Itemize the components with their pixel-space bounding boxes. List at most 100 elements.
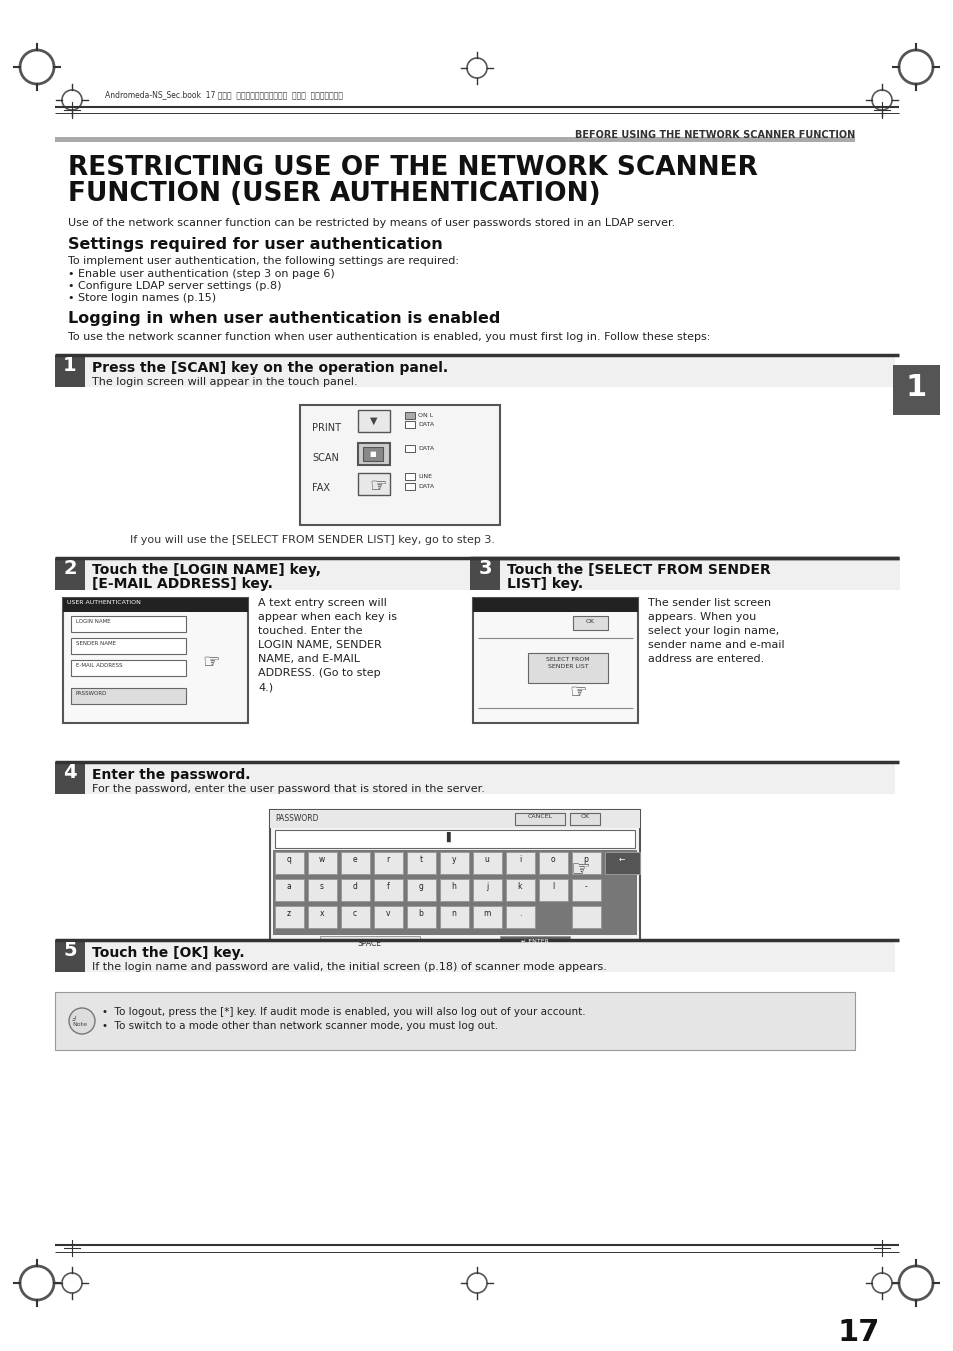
Bar xyxy=(55,558,85,590)
Text: j: j xyxy=(485,882,488,892)
Text: E-MAIL ADDRESS: E-MAIL ADDRESS xyxy=(76,663,122,667)
Bar xyxy=(505,852,535,874)
Text: LOGIN NAME: LOGIN NAME xyxy=(76,619,111,624)
Text: f: f xyxy=(386,882,389,892)
Bar xyxy=(604,852,639,874)
Bar xyxy=(340,907,370,928)
Bar xyxy=(473,852,501,874)
Text: ADDRESS. (Go to step: ADDRESS. (Go to step xyxy=(257,667,380,678)
Text: RESTRICTING USE OF THE NETWORK SCANNER: RESTRICTING USE OF THE NETWORK SCANNER xyxy=(68,155,757,181)
Bar xyxy=(55,355,85,386)
Bar xyxy=(505,880,535,901)
Text: Note: Note xyxy=(71,1021,87,1027)
Bar xyxy=(572,907,600,928)
Text: LINE: LINE xyxy=(417,474,432,480)
Text: PRINT: PRINT xyxy=(312,423,340,434)
Bar xyxy=(85,940,894,971)
Bar xyxy=(405,473,415,480)
Text: ↵ ENTER: ↵ ENTER xyxy=(520,939,548,944)
Bar xyxy=(439,880,469,901)
Text: l: l xyxy=(551,882,554,892)
Text: A text entry screen will: A text entry screen will xyxy=(257,598,387,608)
Bar xyxy=(515,813,564,825)
Text: • Configure LDAP server settings (p.8): • Configure LDAP server settings (p.8) xyxy=(68,281,281,290)
Text: sender name and e-mail: sender name and e-mail xyxy=(647,640,783,650)
Bar xyxy=(71,638,186,654)
Bar xyxy=(340,880,370,901)
Text: z: z xyxy=(287,909,291,917)
Bar xyxy=(374,907,402,928)
Text: To use the network scanner function when user authentication is enabled, you mus: To use the network scanner function when… xyxy=(68,332,710,342)
Bar xyxy=(407,880,436,901)
Bar xyxy=(85,355,894,386)
Bar xyxy=(71,616,186,632)
Text: q: q xyxy=(286,855,291,865)
Text: appears. When you: appears. When you xyxy=(647,612,756,621)
Text: DATA: DATA xyxy=(417,484,434,489)
Text: 3: 3 xyxy=(477,559,491,578)
Bar xyxy=(505,907,535,928)
Text: d: d xyxy=(353,882,357,892)
Text: If you will use the [SELECT FROM SENDER LIST] key, go to step 3.: If you will use the [SELECT FROM SENDER … xyxy=(130,535,495,544)
Text: The login screen will appear in the touch panel.: The login screen will appear in the touc… xyxy=(91,377,357,386)
Text: [E-MAIL ADDRESS] key.: [E-MAIL ADDRESS] key. xyxy=(91,577,273,590)
Bar xyxy=(63,598,248,612)
Bar xyxy=(71,661,186,676)
Text: c: c xyxy=(353,909,356,917)
Bar xyxy=(55,940,85,971)
Text: Press the [SCAN] key on the operation panel.: Press the [SCAN] key on the operation pa… xyxy=(91,361,448,376)
Text: touched. Enter the: touched. Enter the xyxy=(257,626,362,636)
Text: DATA: DATA xyxy=(417,422,434,427)
Bar xyxy=(538,852,567,874)
Bar xyxy=(273,850,637,935)
Text: t: t xyxy=(419,855,422,865)
Text: To implement user authentication, the following settings are required:: To implement user authentication, the fo… xyxy=(68,255,458,266)
Text: FUNCTION (USER AUTHENTICATION): FUNCTION (USER AUTHENTICATION) xyxy=(68,181,600,207)
Text: ☞: ☞ xyxy=(569,861,589,880)
Text: Logging in when user authentication is enabled: Logging in when user authentication is e… xyxy=(68,311,500,326)
Bar xyxy=(569,813,599,825)
Text: w: w xyxy=(318,855,325,865)
Text: Andromeda-NS_Sec.book  17 ページ  ２００６年１１月２７日  月曜日  午後５時１０分: Andromeda-NS_Sec.book 17 ページ ２００６年１１月２７日… xyxy=(105,91,343,99)
Text: •  To logout, press the [*] key. If audit mode is enabled, you will also log out: • To logout, press the [*] key. If audit… xyxy=(102,1006,585,1017)
Text: .: . xyxy=(518,909,520,917)
Text: 4.): 4.) xyxy=(257,682,273,692)
Bar xyxy=(439,907,469,928)
Text: ON L: ON L xyxy=(417,413,433,417)
Text: ▌: ▌ xyxy=(446,832,454,842)
Text: appear when each key is: appear when each key is xyxy=(257,612,396,621)
Text: • Enable user authentication (step 3 on page 6): • Enable user authentication (step 3 on … xyxy=(68,269,335,280)
Text: Ⅎ: Ⅎ xyxy=(71,1016,76,1021)
Bar xyxy=(357,443,390,465)
Bar xyxy=(274,907,304,928)
Text: 5: 5 xyxy=(63,942,77,961)
Bar xyxy=(439,852,469,874)
Text: 1: 1 xyxy=(63,357,77,376)
Text: •  To switch to a mode other than network scanner mode, you must log out.: • To switch to a mode other than network… xyxy=(102,1021,497,1031)
Text: k: k xyxy=(517,882,521,892)
Bar xyxy=(85,558,470,590)
Text: ☞: ☞ xyxy=(369,477,386,496)
Text: For the password, enter the user password that is stored in the server.: For the password, enter the user passwor… xyxy=(91,784,484,794)
Text: n: n xyxy=(451,909,456,917)
Bar xyxy=(55,992,854,1050)
Text: g: g xyxy=(418,882,423,892)
Text: Use of the network scanner function can be restricted by means of user passwords: Use of the network scanner function can … xyxy=(68,218,675,228)
Text: 4: 4 xyxy=(63,763,77,782)
Bar xyxy=(499,558,899,590)
Bar xyxy=(407,907,436,928)
Text: FAX: FAX xyxy=(312,484,330,493)
Text: b: b xyxy=(418,909,423,917)
Bar xyxy=(299,405,499,526)
Text: PASSWORD: PASSWORD xyxy=(274,815,318,823)
Bar xyxy=(71,688,186,704)
Bar xyxy=(340,852,370,874)
Bar xyxy=(573,616,607,630)
Text: ☞: ☞ xyxy=(569,684,586,703)
Text: h: h xyxy=(451,882,456,892)
Text: i: i xyxy=(518,855,520,865)
Bar xyxy=(357,409,390,432)
Bar xyxy=(274,852,304,874)
Bar xyxy=(63,598,248,723)
Text: BEFORE USING THE NETWORK SCANNER FUNCTION: BEFORE USING THE NETWORK SCANNER FUNCTIO… xyxy=(574,130,854,141)
